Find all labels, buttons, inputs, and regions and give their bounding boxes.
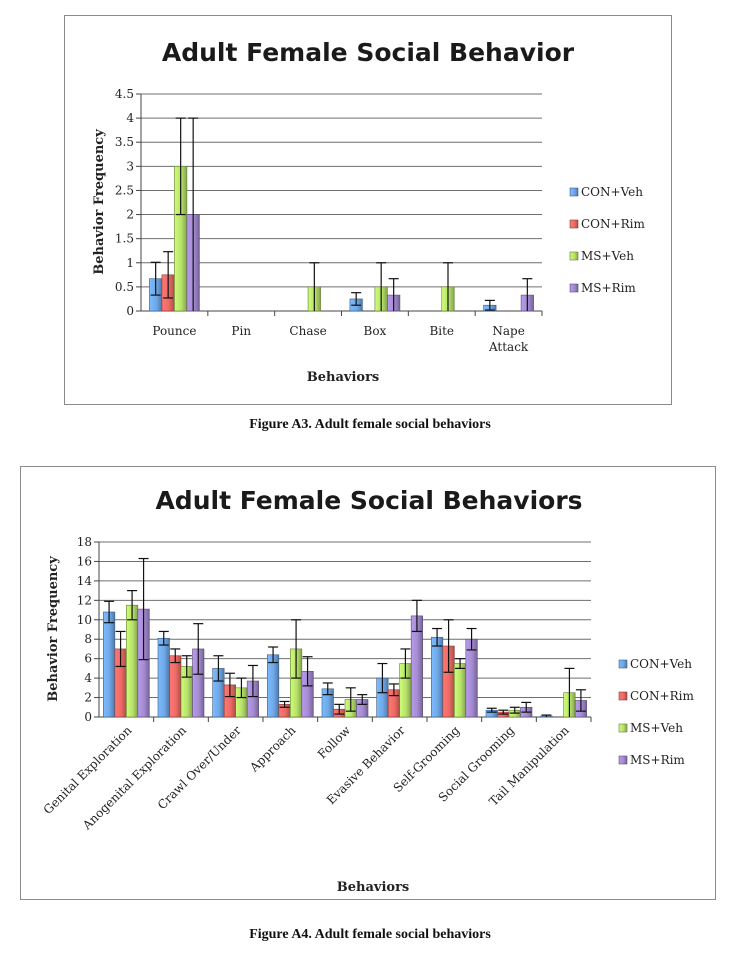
legend-label: MS+Veh: [581, 249, 634, 263]
x-tick-label: Pounce: [152, 324, 196, 338]
legend-swatch: [618, 691, 628, 701]
y-tick-label: 0: [84, 710, 92, 724]
legend-label: MS+Veh: [630, 721, 683, 735]
bar-con-veh: [157, 637, 170, 718]
chart-title: Adult Female Social Behavior: [162, 38, 575, 67]
x-tick-label: Follow: [315, 723, 354, 762]
legend-swatch: [618, 723, 628, 733]
y-tick-label: 18: [77, 535, 92, 549]
y-tick-label: 1.5: [115, 232, 134, 246]
legend-swatch: [569, 187, 579, 197]
y-axis-title: Behavior Frequency: [46, 556, 61, 702]
legend-swatch: [618, 659, 628, 669]
chart-a3: Adult Female Social Behavior 0 0.5 1 1.5 2 2.5…: [92, 38, 645, 385]
figure-a4-caption: Figure A4. Adult female social behaviors: [249, 927, 491, 942]
legend-swatch: [569, 251, 579, 261]
legend-label: CON+Rim: [630, 689, 694, 703]
x-tick-label: Chase: [289, 324, 326, 338]
bar-con-veh: [103, 611, 116, 718]
y-tick-label: 10: [77, 613, 92, 627]
legend-label: CON+Rim: [581, 217, 645, 231]
x-tick-label: Genital Exploration: [41, 723, 135, 817]
bar-con-veh: [267, 654, 280, 718]
y-axis-title: Behavior Frequency: [92, 129, 107, 275]
legend-label: CON+Veh: [630, 657, 692, 671]
chart-a4: Adult Female Social Behaviors 0 2 4 6 8 10 12 14…: [41, 486, 695, 895]
y-tick-label: 4.5: [115, 87, 134, 101]
legend-label: MS+Rim: [630, 753, 685, 767]
y-tick-label: 2: [126, 208, 134, 222]
bar-ms-veh: [126, 604, 139, 718]
x-axis-title: Behaviors: [307, 370, 379, 385]
y-tick-label: 4: [84, 671, 92, 685]
bar-ms-rim: [465, 638, 478, 718]
x-axis-title: Behaviors: [337, 880, 409, 895]
legend-label: CON+Veh: [581, 185, 643, 199]
figure-a3-caption: Figure A3. Adult female social behaviors: [249, 417, 491, 432]
chart-a4-frame: Adult Female Social Behaviors 0 2 4 6 8 10 12 14…: [20, 466, 716, 900]
x-tick-label: Box: [364, 324, 387, 338]
bar-con-veh: [431, 636, 444, 718]
y-tick-label: 3.5: [115, 135, 134, 149]
y-tick-label: 1: [126, 256, 134, 270]
chart-a3-frame: Adult Female Social Behavior 0 0.5 1 1.5 2 2.5…: [64, 15, 672, 405]
y-tick-label: 2.5: [115, 183, 134, 197]
x-tick-label: Nape Attack: [488, 324, 529, 354]
y-tick-label: 4: [126, 111, 134, 125]
legend-swatch: [569, 219, 579, 229]
y-tick-label: 12: [77, 593, 92, 607]
x-tick-label: Anogenital Exploration: [79, 723, 189, 833]
chart-title: Adult Female Social Behaviors: [155, 486, 582, 515]
y-tick-label: 3: [126, 159, 134, 173]
bar-ms-veh: [454, 663, 467, 718]
y-tick-label: 16: [77, 554, 92, 568]
legend-swatch: [618, 755, 628, 765]
legend-swatch: [569, 283, 579, 293]
x-tick-label: Approach: [246, 723, 298, 775]
x-tick-label: Pin: [231, 324, 251, 338]
legend-label: MS+Rim: [581, 281, 636, 295]
bar-con-rim: [169, 655, 182, 718]
y-tick-label: 0.5: [115, 280, 134, 294]
y-tick-label: 14: [77, 574, 93, 588]
y-tick-label: 2: [84, 691, 92, 705]
x-tick-label: Bite: [429, 324, 454, 338]
y-tick-label: 0: [126, 304, 134, 318]
y-tick-label: 8: [84, 632, 92, 646]
y-tick-label: 6: [84, 652, 92, 666]
